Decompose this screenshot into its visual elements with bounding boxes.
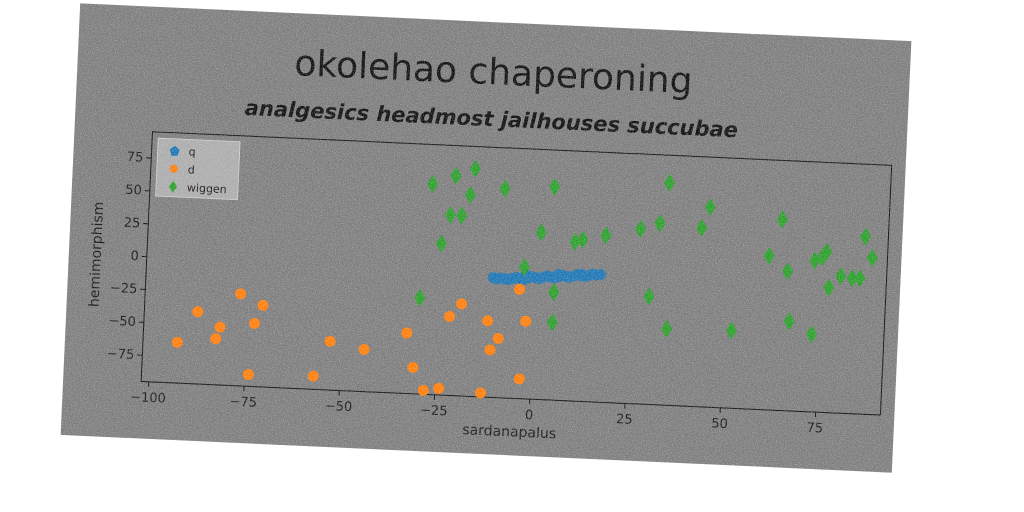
data-point-wiggen — [806, 325, 818, 343]
data-point-d — [444, 311, 455, 322]
data-point-d — [172, 337, 183, 348]
y-tick-label: 75 — [126, 150, 143, 166]
data-point-wiggen — [860, 227, 872, 245]
x-axis-label: sardanapalus — [462, 422, 556, 442]
data-point-wiggen — [664, 174, 676, 192]
data-point-d — [401, 327, 412, 338]
data-point-d — [192, 306, 203, 317]
data-point-wiggen — [535, 223, 547, 241]
y-tick-label: 25 — [123, 216, 140, 232]
data-point-wiggen — [696, 219, 708, 237]
scatter-chart: okolehao chaperoning analgesics headmost… — [61, 3, 912, 472]
data-point-wiggen — [654, 214, 666, 232]
data-point-d — [257, 300, 268, 311]
data-point-wiggen — [444, 206, 456, 224]
x-tick-label: 25 — [616, 412, 633, 428]
data-point-wiggen — [661, 320, 673, 338]
x-tick-label: −50 — [324, 399, 352, 415]
x-tick-label: −100 — [130, 390, 166, 407]
data-point-d — [492, 333, 503, 344]
data-point-d — [407, 362, 418, 373]
legend-label-q: q — [188, 145, 196, 158]
data-point-wiggen — [835, 267, 847, 285]
data-point-wiggen — [783, 312, 795, 330]
data-point-wiggen — [577, 230, 589, 248]
data-point-wiggen — [726, 321, 738, 339]
data-point-wiggen — [548, 283, 560, 301]
data-point-d — [514, 284, 525, 295]
data-point-wiggen — [450, 167, 462, 185]
data-point-wiggen — [776, 210, 788, 228]
data-point-wiggen — [464, 186, 476, 204]
data-point-wiggen — [546, 313, 558, 331]
data-point-wiggen — [600, 226, 612, 244]
data-point-wiggen — [456, 206, 468, 224]
y-tick-label: 50 — [125, 183, 142, 199]
data-point-wiggen — [763, 247, 775, 265]
x-tick-label: 0 — [525, 408, 534, 423]
x-tick-label: −75 — [229, 395, 257, 411]
y-axis-label: hemimorphism — [86, 201, 107, 307]
x-tick-label: −25 — [420, 403, 448, 419]
data-point-d — [214, 321, 225, 332]
data-point-d — [433, 383, 444, 394]
data-point-wiggen — [854, 269, 866, 287]
data-point-d — [249, 318, 260, 329]
data-marks — [170, 146, 881, 416]
data-point-d — [324, 336, 335, 347]
chart-title: okolehao chaperoning — [294, 43, 694, 102]
data-point-wiggen — [427, 175, 439, 193]
data-point-wiggen — [704, 198, 716, 216]
x-tick-label: 50 — [711, 416, 728, 432]
data-point-wiggen — [866, 249, 878, 267]
data-point-d — [235, 288, 246, 299]
data-point-d — [482, 315, 493, 326]
chart-subtitle: analgesics headmost jailhouses succubae — [244, 96, 738, 142]
data-point-d — [514, 373, 525, 384]
data-point-wiggen — [643, 287, 655, 305]
data-point-wiggen — [782, 262, 794, 280]
data-point-wiggen — [436, 234, 448, 252]
data-point-d — [358, 344, 369, 355]
data-point-wiggen — [499, 179, 511, 197]
legend-label-d: d — [187, 163, 195, 176]
data-point-wiggen — [635, 220, 647, 238]
data-point-d — [484, 344, 495, 355]
data-point-wiggen — [549, 178, 561, 196]
data-point-d — [210, 333, 221, 344]
legend-label-wiggen: wiggen — [187, 181, 227, 196]
data-point-d — [520, 316, 531, 327]
legend: q d wiggen — [156, 138, 241, 200]
data-point-d — [243, 369, 254, 380]
data-point-d — [307, 370, 318, 381]
data-point-d — [456, 298, 467, 309]
data-point-wiggen — [469, 160, 481, 178]
y-tick-label: 0 — [130, 249, 139, 264]
y-tick-label: −25 — [110, 281, 138, 297]
y-tick-label: −75 — [107, 347, 135, 363]
chart-card: okolehao chaperoning analgesics headmost… — [61, 3, 912, 472]
y-tick-label: −50 — [108, 314, 136, 330]
x-tick-label: 75 — [806, 421, 823, 437]
data-point-wiggen — [823, 278, 835, 296]
data-point-wiggen — [414, 289, 426, 307]
